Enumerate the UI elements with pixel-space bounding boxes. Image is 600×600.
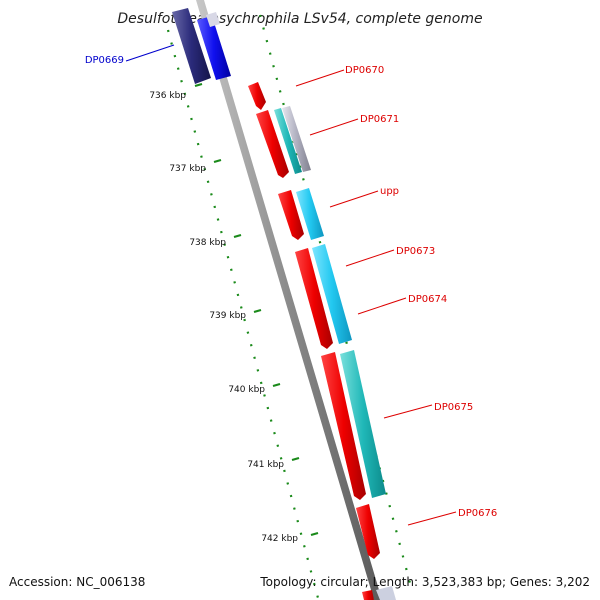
gene-block-dp0675 [321,352,366,500]
gene-label-dp0669[interactable]: DP0669 [85,55,124,66]
leader-upp [329,190,379,208]
gene-block-bottom-grey [376,586,396,600]
leader-dp0676 [407,511,457,526]
gene-block-dp0671-grey [282,106,311,172]
gene-block-navy [172,8,211,84]
gene-block-dp0669-cap [206,12,220,27]
leader-dp0673 [345,249,395,267]
leader-dp0669 [125,44,175,62]
topology-text: Topology: circular; Length: 3,523,383 bp… [259,575,590,589]
scale-label-738: 738 kbp [189,238,226,248]
gene-label-dp0675[interactable]: DP0675 [434,402,473,413]
gene-block-bottom-red [362,590,374,600]
scale-label-742: 742 kbp [261,534,298,544]
scale-label-736: 736 kbp [149,91,186,101]
gene-label-dp0671[interactable]: DP0671 [360,114,399,125]
gene-label-dp0676[interactable]: DP0676 [458,508,497,519]
leader-dp0670 [295,69,345,87]
scale-ticks [194,82,319,537]
leader-dp0671 [309,118,359,136]
gene-block-dp0676 [356,504,380,559]
gene-label-dp0674[interactable]: DP0674 [408,294,447,305]
gene-block-dp0669 [197,16,231,80]
gene-block-upp-cyan [296,188,324,240]
gene-block-dp0673 [295,248,333,349]
gene-block-dp0671-teal [274,108,302,174]
scale-label-739: 739 kbp [209,311,246,321]
gene-label-dp0670[interactable]: DP0670 [345,65,384,76]
scale-label-740: 740 kbp [228,385,265,395]
leader-dp0674 [357,297,407,315]
map-title: Desulfotalea psychrophila LSv54, complet… [117,11,482,27]
gene-block-upp [278,190,304,240]
scale-label-741: 741 kbp [247,460,284,470]
accession-text: Accession: NC_006138 [9,575,145,589]
gene-block-dp0670 [248,82,266,110]
scale-label-737: 737 kbp [169,164,206,174]
gene-label-dp0673[interactable]: DP0673 [396,246,435,257]
scale-labels: 736 kbp 737 kbp 738 kbp 739 kbp 740 kbp … [149,91,298,544]
leader-dp0675 [383,404,433,419]
gene-label-upp[interactable]: upp [380,186,399,197]
gene-block-dp0671 [256,110,289,178]
gene-block-dp0675-teal [340,350,386,498]
gene-block-dp0674 [312,244,352,344]
genome-backbone [196,0,382,600]
